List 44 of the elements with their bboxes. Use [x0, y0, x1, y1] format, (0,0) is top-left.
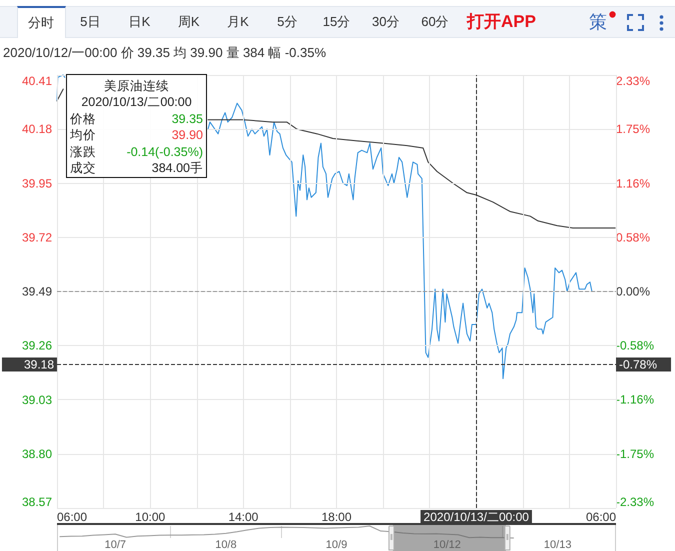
y2-tick-label: 0.00%: [616, 284, 650, 298]
chart-subtitle: 2020/10/12/一00:00 价 39.35 均 39.90 量 384 幅 -0.35%: [3, 45, 326, 61]
annotation: 均价: [70, 128, 96, 142]
annotation: 价格: [70, 112, 96, 126]
annotation: 成交: [70, 161, 96, 175]
tab-bar: 分时 5日 日K 周K 月K 5分 15分 30分 60分 打开APP 策: [0, 6, 675, 38]
y2-tick-label: 1.75%: [616, 122, 650, 136]
y2-tick-label: 1.16%: [616, 176, 650, 191]
annotation: 涨跌: [70, 144, 96, 158]
y-tick-label: 39.03: [22, 392, 52, 407]
x-tick-label: 06:00: [57, 510, 88, 524]
y2-tick-label: 2.33%: [616, 74, 650, 88]
x-tick-label: 10/8: [215, 539, 237, 551]
x-tick-label: 10:00: [135, 510, 166, 524]
y2-tick-label: -1.16%: [616, 392, 654, 406]
x-tick-label: 06:00: [586, 510, 616, 524]
y-tick-label: 39.72: [22, 230, 52, 244]
y2-tick-label: -2.33%: [616, 495, 654, 509]
ref-line-label: 2020/10/13/二00:00: [424, 510, 530, 524]
x-tick-label: 10/12: [433, 539, 461, 551]
x-tick-label: 18:00: [321, 510, 352, 524]
annotation: 2020/10/13/二00:00: [80, 94, 193, 110]
y2-tick-label: -0.58%: [616, 338, 654, 352]
annotation: 384.00手: [152, 160, 203, 176]
annotation: -0.14(-0.35%): [126, 144, 203, 160]
y2-tick-label: 0.58%: [616, 230, 650, 245]
annotation: 39.90: [172, 127, 203, 143]
selected-tab: 分时: [16, 6, 66, 38]
annotation: 美原油连续: [103, 78, 170, 94]
x-tick-label: 10/13: [544, 539, 572, 551]
y-tick-label: 40.41: [22, 74, 52, 88]
x-tick-label: 14:00: [228, 510, 259, 524]
y-tick-label: 40.18: [22, 122, 52, 136]
ref-line-label: 39.18: [24, 357, 54, 372]
x-tick-label: 10/7: [104, 539, 126, 551]
y-tick-label: 39.95: [22, 176, 52, 190]
y-tick-label: 39.26: [22, 338, 52, 353]
annotation: 39.35: [172, 110, 203, 126]
x-tick-label: 10/9: [326, 539, 348, 551]
y-tick-label: 39.49: [22, 284, 52, 298]
y2-tick-label: -1.75%: [616, 447, 654, 462]
y-tick-label: 38.80: [22, 446, 52, 461]
text: -0.78%: [619, 357, 658, 372]
y-tick-label: 38.57: [22, 495, 52, 509]
